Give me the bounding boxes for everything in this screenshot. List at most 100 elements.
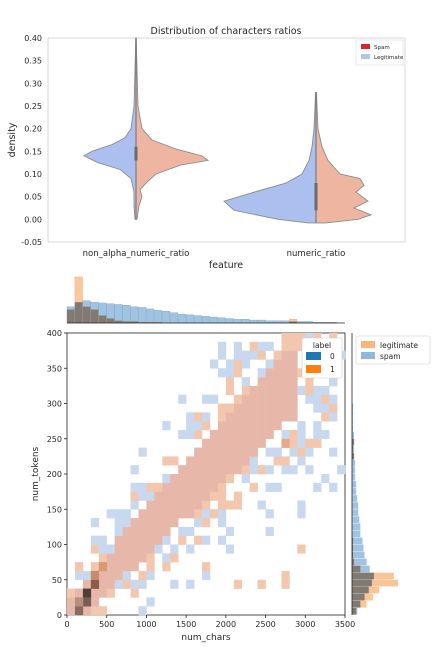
heatmap-cell (321, 412, 330, 422)
heatmap-cell (249, 456, 258, 466)
heatmap-cell (217, 341, 227, 351)
heatmap-cell (178, 394, 187, 404)
heatmap-cell (202, 447, 211, 457)
marginal-y-bar-spam (352, 530, 361, 538)
legend-swatch-legitimate (361, 54, 370, 59)
heatmap-cell (217, 447, 227, 457)
heatmap-cell (265, 526, 274, 536)
heatmap-cell (281, 570, 290, 581)
heatmap-cell (281, 579, 290, 589)
violin-half-legitimate (315, 91, 373, 224)
heatmap-cell (202, 518, 211, 528)
heatmap-cell (130, 535, 139, 545)
heatmap-cell (297, 341, 306, 351)
marginal-y-bar-spam (352, 466, 356, 474)
heatmap-cell (289, 429, 298, 440)
heatmap-cell (297, 368, 306, 378)
violin-half-spam (223, 91, 317, 224)
heatmap-cell (257, 394, 266, 404)
marginal-label-spam: spam (380, 352, 401, 361)
heatmap-cell (82, 579, 92, 589)
heatmap-cell (217, 368, 227, 378)
heatmap-cell (241, 359, 250, 369)
marginal-y-bar-spam (352, 495, 358, 502)
marginal-y-bar-overlap (352, 445, 354, 453)
heatmap-cell (305, 385, 314, 395)
heatmap-cell (138, 553, 147, 563)
heatmap-cell (305, 333, 314, 343)
heatmap-cell (217, 491, 227, 501)
heatmap-cell (194, 447, 203, 457)
heatmap-cell (146, 570, 155, 581)
heatmap-cell (162, 456, 171, 466)
marginal-y-histogram (352, 403, 398, 615)
heatmap-cell (74, 597, 84, 607)
heatmap-cell (170, 544, 179, 554)
heatmap-cell (98, 544, 108, 554)
marginal-x-bar-spam (162, 310, 171, 324)
heatmap-cell (202, 465, 211, 475)
heatmap-cell (194, 518, 203, 528)
violin-half-spam (83, 37, 137, 220)
heatmap-cell (329, 482, 338, 492)
marginal-x-bar-spam (146, 308, 155, 324)
heatmap-cell (209, 509, 219, 519)
heatmap-cell (297, 544, 306, 554)
heatmap-cell (281, 359, 290, 369)
marginal-y-bar-overlap (352, 565, 361, 573)
violin-y-tick-label: -0.05 (21, 238, 42, 247)
heatmap-cell (257, 421, 266, 431)
marginal-y-bar-spam (352, 403, 354, 411)
heatmap-cell (162, 491, 171, 501)
violin-legend: Spam Legitimate (355, 39, 404, 66)
marginal-x-bar-spam (249, 319, 258, 324)
heatmap-cell (273, 421, 282, 431)
heatmap-cell (233, 579, 243, 589)
heatmap-cell (186, 456, 195, 466)
heatmap-x-label: num_chars (181, 633, 231, 643)
heatmap-cell (233, 456, 243, 466)
heatmap-cell (98, 535, 108, 545)
heatmap-cell (297, 500, 306, 510)
marginal-y-bar-spam (352, 502, 359, 509)
heatmap-cell (217, 438, 227, 448)
marginal-y-bar-overlap (352, 572, 374, 580)
heatmap-cell (217, 518, 227, 528)
heatmap-cell (329, 403, 338, 413)
heatmap-cell (281, 350, 290, 360)
heatmap-cell (130, 518, 139, 528)
heatmap-cell (289, 350, 298, 360)
marginal-y-bar-spam (352, 410, 354, 418)
heatmap-cell (289, 368, 298, 378)
heatmap-cell (209, 491, 219, 501)
heatmap-cell (249, 385, 258, 395)
violin-half-legitimate (135, 37, 210, 220)
heatmap-cell (162, 535, 171, 545)
heatmap-cell (186, 579, 195, 589)
heatmap-cell (233, 438, 243, 448)
heatmap-cell (289, 377, 298, 387)
heatmap-cell (313, 385, 322, 395)
heatmap-cell (225, 359, 235, 369)
heatmap-x-tick-label: 3000 (295, 620, 315, 629)
violin-frame (47, 37, 406, 243)
heatmap-cell (162, 421, 171, 431)
heatmap-cell (225, 465, 235, 475)
marginal-x-bar-spam (185, 314, 194, 324)
heatmap-cell (170, 553, 179, 563)
heatmap-cell (67, 597, 76, 607)
heatmap-cell (74, 562, 84, 572)
heatmap-cell (265, 368, 274, 378)
heatmap-cell (289, 412, 298, 422)
violin-y-tick-label: 0.05 (24, 193, 42, 202)
heatmap-cell (202, 421, 211, 431)
marginal-x-bar-spam (209, 316, 218, 324)
heatmap-cell (297, 333, 306, 343)
heatmap-cell (217, 456, 227, 466)
violin-y-tick-label: 0.30 (24, 79, 42, 88)
heatmap-cell (98, 553, 108, 563)
heatmap-cell (305, 438, 314, 448)
heatmap-cell (82, 597, 92, 607)
heatmap-cell (106, 570, 115, 581)
